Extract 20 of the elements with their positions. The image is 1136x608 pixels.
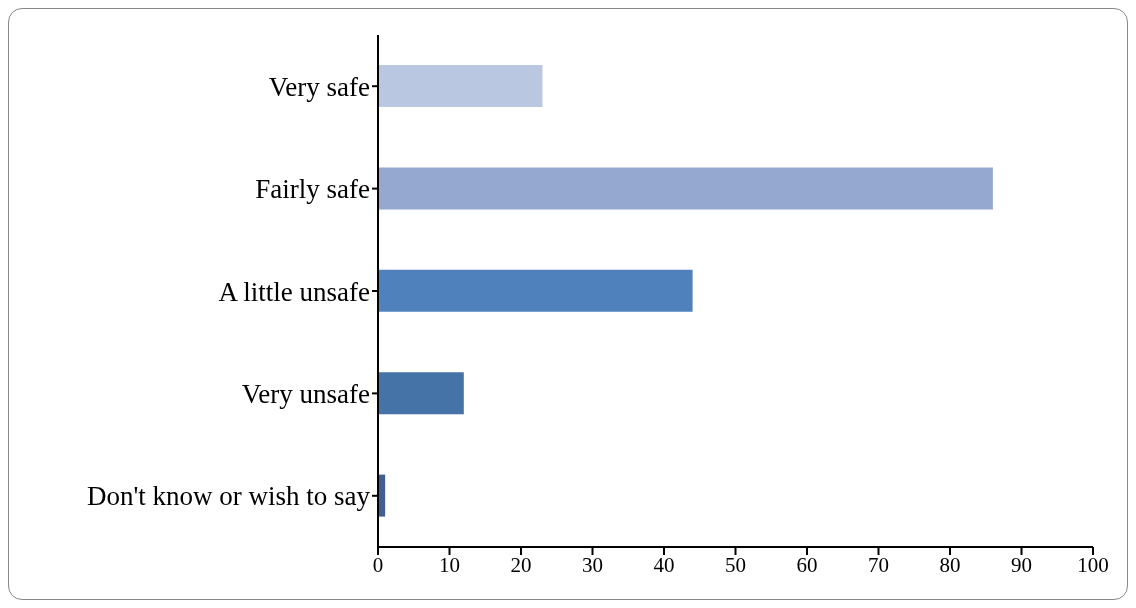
y-tick-label: Very unsafe <box>241 378 371 409</box>
bar <box>378 65 543 107</box>
bar <box>378 269 693 312</box>
x-tick-label: 0 <box>372 552 384 577</box>
x-tick-label: 60 <box>796 552 818 577</box>
x-tick-label: 20 <box>510 552 532 577</box>
y-tick-label: Don't know or wish to say <box>86 481 371 512</box>
x-tick-label: 70 <box>868 552 889 577</box>
bar <box>378 167 993 210</box>
y-tick-label: Very safe <box>268 71 371 102</box>
x-tick-label: 50 <box>725 552 746 577</box>
x-tick-label: 40 <box>653 552 675 577</box>
y-tick-label: Fairly safe <box>255 174 371 205</box>
x-tick-label: 90 <box>1011 552 1032 577</box>
x-tick-label: 100 <box>1077 552 1109 577</box>
x-tick-label: 10 <box>439 552 460 577</box>
y-tick-label: A little unsafe <box>218 276 371 307</box>
bar <box>378 372 464 415</box>
x-tick-label: 30 <box>582 552 603 577</box>
x-tick-label: 80 <box>939 552 961 577</box>
